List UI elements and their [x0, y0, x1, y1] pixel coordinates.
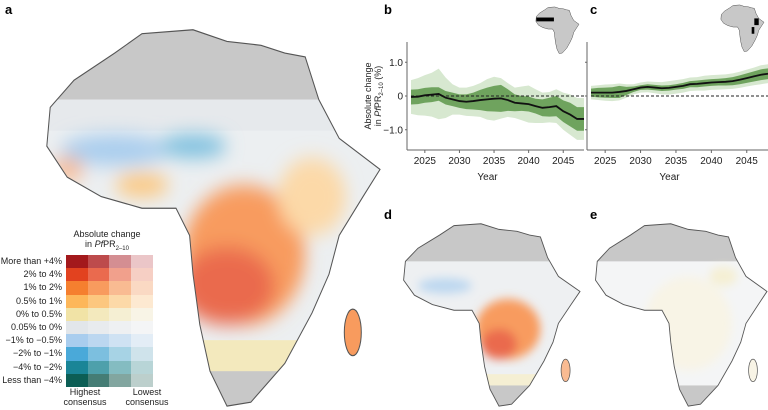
legend-swatch: [109, 347, 132, 361]
legend-row-label: −4% to −2%: [12, 361, 62, 372]
legend-swatch: [66, 360, 88, 374]
legend-highest-consensus: Highest consensus: [63, 387, 107, 407]
legend-swatch: [131, 347, 153, 361]
legend-title: Absolute change in PfPR2–10: [52, 229, 162, 254]
highlighted-region-c: [754, 18, 759, 26]
x-tick-label: 2040: [518, 156, 541, 167]
legend-swatch: [66, 255, 88, 269]
mean-line: [591, 72, 768, 94]
legend-swatch: [87, 347, 110, 361]
panel-label-e: e: [590, 207, 598, 222]
legend-swatch: [131, 255, 153, 269]
legend-swatch: [87, 373, 110, 387]
legend-swatch: [131, 334, 153, 348]
mean-line: [410, 93, 584, 120]
legend-title-line1: Absolute change: [73, 229, 141, 239]
legend-swatch: [109, 281, 132, 295]
legend-swatch: [66, 321, 88, 335]
legend-swatch: [109, 334, 132, 348]
legend-row-label: More than +4%: [0, 256, 62, 266]
legend-swatch: [109, 255, 132, 269]
legend-swatch: [109, 294, 132, 308]
x-tick-label: 2025: [414, 156, 437, 167]
outer-uncertainty-band: [591, 64, 768, 102]
legend-swatch: [109, 307, 132, 321]
legend-swatch: [87, 334, 110, 348]
legend-title-prefix: in: [85, 239, 95, 249]
legend-swatch: [66, 268, 88, 282]
panel-label-c: c: [590, 2, 598, 17]
legend-swatch: [109, 373, 132, 387]
legend-swatch: [131, 281, 153, 295]
legend-swatch: [87, 268, 110, 282]
legend-swatch: [131, 294, 153, 308]
x-axis-label: Year: [659, 172, 680, 183]
legend-swatch: [131, 307, 153, 321]
x-tick-label: 2045: [552, 156, 575, 167]
legend-swatch: [87, 294, 110, 308]
legend-row-label: −1% to −0.5%: [5, 335, 62, 346]
x-tick-label: 2035: [483, 156, 506, 167]
x-axis-label: Year: [477, 172, 498, 183]
legend-title-sub: 2–10: [115, 245, 129, 252]
legend-title-line2: in PfPR2–10: [52, 239, 162, 254]
y-tick-label: 0: [397, 92, 403, 103]
legend-swatch: [66, 294, 88, 308]
legend-swatch: [109, 268, 132, 282]
chart-c: 2025 2030 2035 2040 2045 Year: [585, 42, 768, 183]
chart-b: 2025 2030 2035 2040 2045 1.0 0 −1.0 Year: [383, 42, 584, 183]
y-axis-label: Absolute change: [363, 62, 373, 129]
legend-swatch: [109, 321, 132, 335]
inset-map-b: [535, 6, 580, 54]
y-tick-label: −1.0: [383, 125, 403, 136]
legend-row-label: Less than −4%: [2, 374, 62, 385]
x-tick-label: 2025: [594, 156, 617, 167]
legend-row-label: 0% to 0.5%: [15, 308, 62, 319]
legend-lowest-consensus: Lowest consensus: [125, 387, 169, 407]
x-tick-label: 2030: [448, 156, 471, 167]
legend-swatch: [87, 360, 110, 374]
x-tick-label: 2040: [700, 156, 723, 167]
x-tick-label: 2030: [629, 156, 652, 167]
legend-swatch: [87, 307, 110, 321]
legend-swatch: [131, 321, 153, 335]
madagascar: [343, 308, 362, 357]
inner-uncertainty-band: [411, 84, 584, 131]
legend-swatch: [131, 268, 153, 282]
legend-swatch: [66, 281, 88, 295]
panel-label-d: d: [384, 207, 392, 222]
legend-swatch: [66, 347, 88, 361]
legend-row-label: 0.05% to 0%: [10, 322, 62, 332]
legend-title-italic: Pf: [94, 239, 104, 249]
legend-swatch: [66, 373, 88, 387]
legend-swatch: [87, 321, 110, 335]
legend-swatch: [131, 373, 153, 387]
legend-swatch: [131, 360, 153, 374]
legend-row-label: −2% to −1%: [12, 348, 62, 359]
inner-uncertainty-band: [591, 68, 768, 99]
inset-map-c: [720, 4, 765, 52]
legend-swatch: [87, 255, 110, 269]
legend-swatch: [66, 307, 88, 321]
y-tick-label: 1.0: [389, 58, 403, 69]
legend-title-main: PR: [103, 239, 116, 249]
legend-row-label: 0.5% to 1%: [15, 295, 62, 306]
legend-row-label: 1% to 2%: [23, 282, 62, 293]
legend-swatch: [109, 360, 132, 374]
y-axis-label-line2: in PfPR2–10 (%): [373, 66, 385, 126]
x-tick-label: 2045: [736, 156, 759, 167]
legend-swatch: [66, 334, 88, 348]
highlighted-region-b: [536, 17, 554, 22]
x-tick-label: 2035: [665, 156, 688, 167]
panel-label-b: b: [384, 2, 392, 17]
panel-label-a: a: [5, 2, 13, 17]
legend-row-label: 2% to 4%: [23, 269, 62, 280]
legend-swatch: [87, 281, 110, 295]
